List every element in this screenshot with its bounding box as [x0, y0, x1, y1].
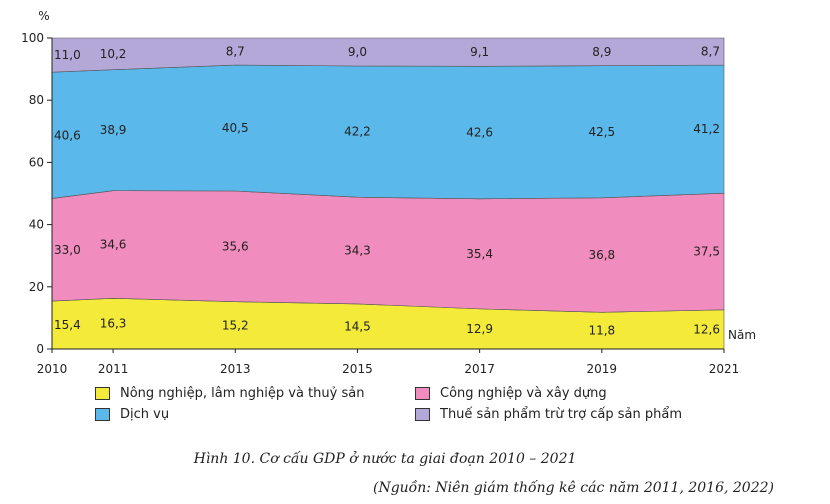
legend-label: Công nghiệp và xây dựng [440, 386, 607, 401]
y-unit-label: % [38, 9, 49, 23]
axes: 0 20 40 60 80 100% 2010 2011 2013 2015 2017 2019 202… [21, 9, 756, 376]
x-tick-label: 2021 [709, 362, 740, 376]
area-layers [51, 37, 725, 350]
y-tick-label: 80 [29, 93, 44, 107]
y-tick-label: 40 [29, 218, 44, 232]
data-label: 15,2 [222, 318, 249, 332]
data-label: 42,6 [466, 126, 493, 140]
y-tick-label: 60 [29, 155, 44, 169]
data-label: 40,5 [222, 121, 249, 135]
data-label: 37,5 [693, 245, 720, 259]
data-label: 9,1 [470, 45, 489, 59]
legend-swatch [95, 387, 110, 400]
data-label: 12,9 [466, 322, 493, 336]
x-tick-label: 2017 [464, 362, 495, 376]
area-series-1 [51, 190, 725, 313]
data-label: 16,3 [100, 317, 127, 331]
legend-swatch [95, 408, 110, 421]
data-label: 12,6 [693, 322, 720, 336]
data-label: 41,2 [693, 122, 720, 136]
data-label: 38,9 [100, 123, 127, 137]
data-label: 33,0 [54, 243, 81, 257]
stacked-area-chart: 15,4 16,3 15,2 14,5 12,9 11,8 12,6 33,0 34,6 35,6… [21, 9, 756, 376]
data-label: 36,8 [588, 248, 615, 262]
data-label: 9,0 [348, 45, 367, 59]
legend-label: Nông nghiệp, lâm nghiệp và thuỷ sản [120, 386, 365, 401]
x-tick-label: 2015 [342, 362, 373, 376]
data-label: 8,7 [701, 45, 720, 59]
legend-item-cong-nghiep: Công nghiệp và xây dựng [415, 386, 715, 401]
area-series-3 [51, 37, 725, 73]
area-series-2 [51, 64, 725, 200]
data-label: 35,4 [466, 247, 493, 261]
data-label: 14,5 [344, 319, 371, 333]
data-label: 11,8 [588, 324, 615, 338]
legend-item-nong-nghiep: Nông nghiệp, lâm nghiệp và thuỷ sản [95, 386, 415, 401]
legend-item-thue: Thuế sản phẩm trừ trợ cấp sản phẩm [415, 407, 715, 422]
data-labels: 15,4 16,3 15,2 14,5 12,9 11,8 12,6 33,0 34,6 35,6… [54, 45, 720, 338]
data-label: 42,5 [588, 125, 615, 139]
data-label: 42,2 [344, 125, 371, 139]
legend: Nông nghiệp, lâm nghiệp và thuỷ sản Công… [95, 386, 715, 422]
data-label: 8,9 [592, 45, 611, 59]
data-label: 8,7 [226, 45, 245, 59]
y-tick-label: 0 [36, 342, 44, 356]
x-tick-label: 2019 [587, 362, 618, 376]
data-label: 15,4 [54, 318, 81, 332]
legend-label: Thuế sản phẩm trừ trợ cấp sản phẩm [440, 407, 682, 422]
data-label: 10,2 [100, 47, 127, 61]
data-label: 34,6 [100, 238, 127, 252]
data-label: 35,6 [222, 239, 249, 253]
legend-item-dich-vu: Dịch vụ [95, 407, 415, 422]
x-tick-label: 2010 [37, 362, 68, 376]
data-label: 40,6 [54, 128, 81, 142]
x-tick-label: 2011 [98, 362, 129, 376]
figure-caption: Hình 10. Cơ cấu GDP ở nước ta giai đoạn … [193, 451, 577, 467]
x-unit-label: Năm [728, 328, 756, 342]
data-label: 11,0 [54, 48, 81, 62]
data-label: 34,3 [344, 244, 371, 258]
figure-source: (Nguồn: Niên giám thống kê các năm 2011,… [372, 480, 774, 496]
legend-label: Dịch vụ [120, 407, 170, 422]
x-tick-label: 2013 [220, 362, 251, 376]
y-tick-label: 20 [29, 280, 44, 294]
legend-swatch [415, 387, 430, 400]
legend-swatch [415, 408, 430, 421]
y-tick-label: 100 [21, 31, 44, 45]
